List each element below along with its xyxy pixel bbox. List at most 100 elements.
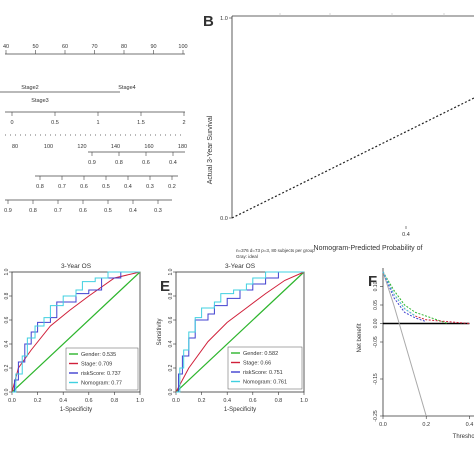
roc-e-ylabel: Sensitivity bbox=[157, 318, 163, 345]
dca-series-line bbox=[382, 271, 427, 323]
roc-d-y-tick-label: 1.0 bbox=[4, 268, 10, 275]
nomogram-prob1-tick-label: 0.9 bbox=[88, 160, 96, 166]
nomogram-prob3-tick-label: 0.4 bbox=[129, 208, 137, 214]
roc-d-x-tick-label: 0.4 bbox=[59, 398, 67, 404]
dca-x-tick-label: 0.0 bbox=[379, 422, 387, 428]
roc-d-series-line bbox=[11, 271, 141, 393]
nomogram-prob2-tick-label: 0.6 bbox=[80, 184, 88, 190]
nomogram-stage-label: Stage2 bbox=[21, 85, 38, 91]
dca-chart-f: 0.10 0.05 0.00 -0.05 -0.15 -0.250.0 0.2 0.4 Thre… bbox=[357, 268, 474, 440]
nomogram-prob1-tick-label: 0.6 bbox=[142, 160, 150, 166]
roc-d-x-tick-label: 1.0 bbox=[136, 398, 144, 404]
roc-e-x-tick-label: 1.0 bbox=[300, 398, 308, 404]
dca-x-tick-label: 0.4 bbox=[466, 422, 474, 428]
roc-d-xlabel: 1-Specificity bbox=[60, 407, 92, 413]
nomogram-points-tick-label: 100 bbox=[44, 144, 53, 150]
roc-e-plot-frame bbox=[175, 271, 305, 393]
roc-e-x-tick-label: 0.6 bbox=[249, 398, 257, 404]
nomogram-prob3-tick-label: 0.3 bbox=[154, 208, 162, 214]
dca-y-tick-label: -0.15 bbox=[373, 373, 379, 385]
nomogram-top-tick-label: 80 bbox=[121, 44, 127, 50]
calibration-ylabel: Actual 3-Year Survival bbox=[207, 115, 214, 184]
nomogram-stage-label: Stage3 bbox=[31, 98, 48, 104]
nomogram-points-tick-label: 120 bbox=[77, 144, 86, 150]
roc-d-series-line bbox=[12, 271, 140, 393]
calibration-note-2: Gray: ideal bbox=[236, 254, 258, 259]
roc-e-legend-box bbox=[227, 346, 303, 390]
nomogram-prob2-tick-label: 0.4 bbox=[124, 184, 132, 190]
dca-y-tick-label: 0.10 bbox=[373, 281, 379, 291]
nomogram-risk-tick-label: 0 bbox=[10, 120, 13, 126]
roc-e-x-tick-label: 0.2 bbox=[198, 398, 206, 404]
nomogram-risk-tick-label: 1.5 bbox=[137, 120, 145, 126]
roc-e-y-tick-label: 1.0 bbox=[168, 268, 174, 275]
nomogram-prob2-tick-label: 0.7 bbox=[58, 184, 66, 190]
dca-series-line bbox=[382, 271, 448, 324]
calibration-y-tick-label: 0.0 bbox=[220, 216, 228, 222]
roc-chart-d: 3-Year OS 0.0 0.2 0.4 0.6 0.8 1.0 0.0 0.2 0.4 0.6 0… bbox=[4, 263, 144, 413]
nomogram-panel: 40 50 60 70 80 90 100 Stage2 Stage4 Stage3 0 0.5 1 1.… bbox=[0, 44, 188, 214]
roc-e-y-tick-label: 0.4 bbox=[168, 340, 174, 347]
roc-e-series-line bbox=[176, 271, 304, 393]
roc-e-legend-entry: riskScore: 0.751 bbox=[243, 370, 283, 376]
nomogram-prob3-tick-label: 0.8 bbox=[29, 208, 37, 214]
roc-e-xlabel: 1-Specificity bbox=[224, 407, 256, 413]
nomogram-top-tick-label: 60 bbox=[62, 44, 68, 50]
roc-chart-e: 3-Year OS 0.0 0.2 0.4 0.6 0.8 1.0 0.0 0.2 0.4 0.6 0… bbox=[157, 263, 308, 413]
calibration-x-tick-label: 0.4 bbox=[402, 232, 410, 238]
roc-e-legend-entry: Stage: 0.66 bbox=[243, 361, 271, 367]
nomogram-prob3-tick-label: 0.7 bbox=[54, 208, 62, 214]
nomogram-risk-tick-label: 1 bbox=[96, 120, 99, 126]
panel-label-b: B bbox=[203, 13, 214, 30]
roc-d-y-tick-label: 0.8 bbox=[4, 292, 10, 299]
nomogram-top-tick-label: 90 bbox=[150, 44, 156, 50]
nomogram-stage-label: Stage4 bbox=[118, 85, 135, 91]
roc-e-series-line bbox=[175, 271, 305, 393]
nomogram-risk-tick-label: 0.5 bbox=[51, 120, 59, 126]
dca-series-line bbox=[382, 271, 416, 317]
roc-e-x-tick-label: 0.0 bbox=[172, 398, 180, 404]
dca-y-tick-label: -0.05 bbox=[373, 336, 379, 348]
roc-d-y-tick-label: 0.2 bbox=[4, 364, 10, 371]
dca-ylabel: Net benefit bbox=[357, 323, 363, 352]
roc-d-x-tick-label: 0.8 bbox=[111, 398, 119, 404]
roc-d-plot-frame bbox=[11, 271, 141, 393]
nomogram-risk-tick-label: 2 bbox=[182, 120, 185, 126]
roc-e-title: 3-Year OS bbox=[225, 263, 256, 270]
roc-e-series-line bbox=[176, 271, 304, 393]
roc-d-title: 3-Year OS bbox=[61, 263, 92, 270]
dca-series-line bbox=[382, 271, 427, 417]
panel-label-e: E bbox=[160, 278, 170, 295]
dca-y-tick-label: -0.25 bbox=[373, 410, 379, 422]
roc-d-x-tick-label: 0.0 bbox=[8, 398, 16, 404]
nomogram-top-tick-label: 50 bbox=[32, 44, 38, 50]
roc-d-legend-entry: Gender: 0.535 bbox=[81, 352, 116, 358]
roc-d-x-tick-label: 0.6 bbox=[85, 398, 93, 404]
nomogram-prob1-tick-label: 0.4 bbox=[169, 160, 177, 166]
nomogram-prob3-tick-label: 0.6 bbox=[79, 208, 87, 214]
nomogram-top-tick-label: 100 bbox=[178, 44, 187, 50]
roc-d-legend-entry: Nomogram: 0.77 bbox=[81, 381, 122, 387]
roc-d-y-tick-label: 0.6 bbox=[4, 316, 10, 323]
nomogram-top-tick-label: 40 bbox=[3, 44, 9, 50]
roc-e-legend: Gender: 0.582 Stage: 0.66 riskScore: 0.751… bbox=[227, 346, 303, 390]
roc-d-legend-entry: riskScore: 0.737 bbox=[81, 371, 121, 377]
dca-xlabel: Threshold bbox=[453, 434, 474, 440]
roc-e-x-tick-label: 0.4 bbox=[223, 398, 231, 404]
roc-d-y-tick-label: 0.0 bbox=[4, 388, 10, 395]
roc-e-y-tick-label: 0.2 bbox=[168, 364, 174, 371]
roc-d-series-line bbox=[11, 271, 141, 393]
nomogram-points-tick-label: 160 bbox=[144, 144, 153, 150]
roc-d-y-tick-label: 0.4 bbox=[4, 340, 10, 347]
roc-d-legend: Gender: 0.535 Stage: 0.709 riskScore: 0.73… bbox=[65, 347, 139, 391]
roc-e-legend-entry: Nomogram: 0.761 bbox=[243, 380, 287, 386]
nomogram-prob2-tick-label: 0.5 bbox=[102, 184, 110, 190]
roc-e-legend-entry: Gender: 0.582 bbox=[243, 351, 278, 357]
nomogram-points-tick-label: 180 bbox=[178, 144, 187, 150]
calibration-ideal-line bbox=[231, 97, 474, 219]
nomogram-top-tick-label: 70 bbox=[91, 44, 97, 50]
nomogram-points-tick-label: 140 bbox=[111, 144, 120, 150]
nomogram-prob3-tick-label: 0.9 bbox=[4, 208, 12, 214]
nomogram-prob2-tick-label: 0.3 bbox=[146, 184, 154, 190]
